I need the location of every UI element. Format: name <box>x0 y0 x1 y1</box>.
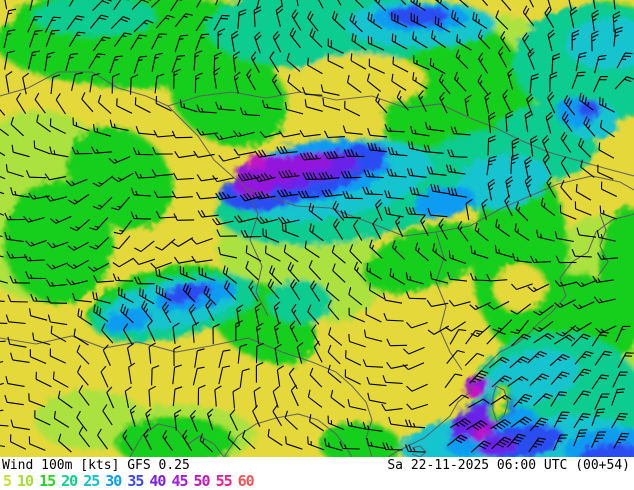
caption-bar: Wind 100m [kts] GFS 0.25 Sa 22-11-2025 0… <box>0 457 634 490</box>
wind-barbs <box>0 0 634 453</box>
map-datetime: Sa 22-11-2025 06:00 UTC (00+54) <box>387 458 630 473</box>
legend-value-35: 35 <box>127 472 144 490</box>
legend-value-10: 10 <box>17 472 34 490</box>
legend-value-50: 50 <box>193 472 211 490</box>
legend-value-60: 60 <box>237 472 255 490</box>
map-title: Wind 100m [kts] GFS 0.25 <box>2 458 190 473</box>
weather-map <box>0 0 634 457</box>
wind-field-canvas <box>0 0 634 457</box>
legend-value-45: 45 <box>171 472 188 490</box>
legend-value-20: 20 <box>61 472 78 490</box>
wind-speed-legend: 5 10 15 20 25 30 35 40 45 50 55 60 <box>0 473 634 489</box>
legend-value-15: 15 <box>39 472 56 490</box>
legend-value-25: 25 <box>83 472 100 490</box>
legend-value-30: 30 <box>105 472 122 490</box>
legend-value-55: 55 <box>215 472 233 490</box>
wind-speed-field <box>0 0 634 457</box>
legend-value-40: 40 <box>149 472 166 490</box>
legend-value-5: 5 <box>3 472 12 490</box>
